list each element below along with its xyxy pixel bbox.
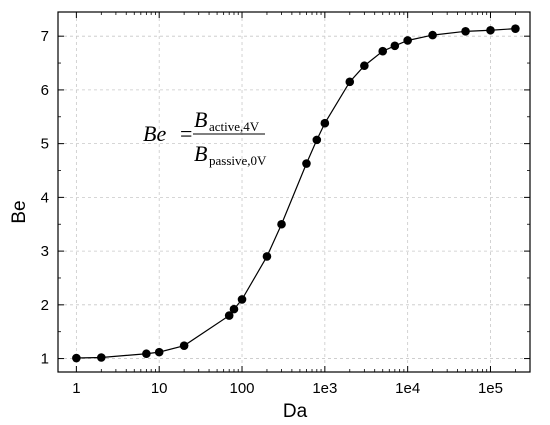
data-point <box>428 30 437 40</box>
x-tick-label: 1e5 <box>478 380 503 397</box>
grid-lines <box>58 12 530 372</box>
data-point <box>97 353 106 362</box>
equation-numerator-subscript: active,4V <box>209 119 260 134</box>
y-tick-label: 2 <box>41 297 49 314</box>
data-point <box>262 252 272 261</box>
series-polyline <box>76 28 516 359</box>
data-point <box>378 46 388 56</box>
equation-lhs: Be <box>143 121 166 146</box>
series-line <box>76 28 516 359</box>
x-tick-label: 1e3 <box>312 380 337 397</box>
data-point <box>72 353 81 363</box>
tick-labels: 1 10 100 1e3 1e4 1e5 1 2 3 4 5 6 7 <box>41 28 503 397</box>
data-point <box>511 24 520 33</box>
data-point <box>390 41 400 51</box>
data-points <box>72 24 520 363</box>
data-point <box>302 159 311 168</box>
data-point <box>224 311 234 320</box>
x-tick-label: 10 <box>151 380 168 397</box>
data-point <box>237 295 247 304</box>
y-axis-title: Be <box>9 200 30 223</box>
x-tick-label: 1e4 <box>395 380 420 397</box>
data-point <box>360 61 369 71</box>
data-point <box>312 135 322 145</box>
data-point <box>142 349 151 359</box>
y-tick-label: 4 <box>41 189 49 206</box>
data-point <box>403 36 412 45</box>
y-tick-label: 1 <box>41 351 49 368</box>
axis-ticks <box>58 12 531 372</box>
plot-frame <box>57 11 531 373</box>
data-point <box>179 341 189 350</box>
data-point <box>320 118 330 128</box>
equation-denominator-subscript: passive,0V <box>209 153 267 168</box>
y-tick-label: 5 <box>41 136 49 153</box>
y-tick-label: 3 <box>41 243 49 260</box>
data-point <box>486 25 495 35</box>
y-tick-label: 7 <box>41 28 49 45</box>
y-tick-label: 6 <box>41 82 49 99</box>
x-tick-label: 1 <box>72 380 80 397</box>
equation-numerator: B <box>194 107 207 132</box>
data-point <box>154 347 164 357</box>
x-axis-title: Da <box>283 401 308 422</box>
data-point <box>345 77 355 87</box>
equation-equals: = <box>180 121 192 146</box>
data-point <box>229 304 239 314</box>
equation-annotation: Be = B active,4V B passive,0V <box>143 107 267 168</box>
x-tick-label: 100 <box>230 380 255 397</box>
data-point <box>461 27 470 36</box>
data-point <box>277 219 286 229</box>
equation-denominator: B <box>194 141 207 166</box>
